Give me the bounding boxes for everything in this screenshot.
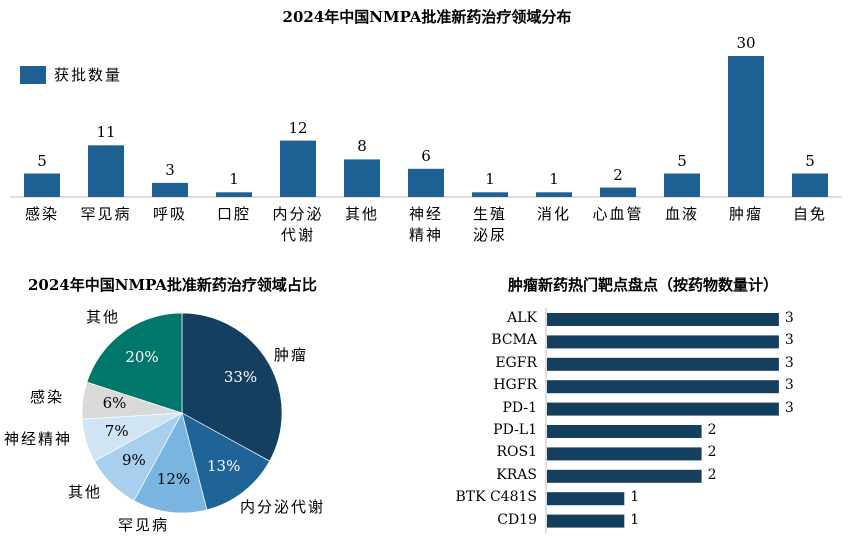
pie-percent-label: 20% (125, 347, 159, 366)
pie-slice (181, 412, 271, 511)
hbar (547, 425, 702, 438)
hbar (547, 447, 702, 461)
hbar (547, 492, 625, 506)
bar (344, 159, 380, 197)
bar (152, 182, 188, 197)
pie-category-label: 其他 (68, 483, 103, 501)
bar-value-label: 1 (229, 170, 239, 189)
hbar (547, 313, 779, 326)
pie-slice (181, 312, 283, 462)
hbar-value-label: 2 (707, 422, 717, 438)
pie-percent-label: 13% (207, 456, 241, 475)
pie-percent-label: 7% (104, 421, 129, 440)
bar (536, 192, 572, 197)
bar-value-label: 1 (549, 170, 559, 189)
pie-percent-label: 6% (102, 394, 127, 413)
pie-percent-label: 33% (223, 368, 258, 387)
hbar-category-label: PD-L1 (493, 422, 537, 438)
pie-percent-label: 9% (122, 451, 146, 470)
category-label: 生殖 (472, 205, 507, 223)
category-label: 神经 (408, 205, 443, 223)
bar-value-label: 8 (357, 137, 367, 156)
bar-value-label: 3 (165, 160, 175, 179)
bar-value-label: 5 (805, 151, 815, 170)
category-label: 血液 (664, 205, 699, 223)
hbar (547, 514, 625, 528)
pie-category-label: 神经精神 (4, 430, 73, 448)
bar-value-label: 12 (288, 118, 308, 137)
hbar (547, 469, 702, 483)
bar (88, 145, 124, 197)
category-label: 感染 (24, 205, 59, 223)
pie-category-label: 罕见病 (118, 516, 170, 534)
bar (664, 173, 700, 197)
category-label: 内分泌 (272, 205, 324, 223)
pie-slice (86, 312, 183, 414)
bar (728, 56, 764, 197)
category-label: 肿瘤 (728, 205, 763, 223)
hbar (547, 335, 779, 349)
hbar-category-label: PD-1 (502, 399, 537, 416)
hbar-value-label: 3 (784, 310, 794, 326)
category-label: 代谢 (280, 226, 315, 244)
hbar-chart-title: 肿瘤新药热门靶点盘点（按药物数量计） (508, 276, 779, 294)
hbar-value-label: 3 (784, 354, 794, 371)
bar-value-label: 11 (96, 123, 116, 142)
hbar-category-label: KRAS (496, 466, 537, 483)
bar (24, 173, 60, 197)
category-label: 泌尿 (472, 226, 507, 244)
hbar-category-label: ALK (507, 310, 537, 326)
bar (216, 192, 252, 197)
pie-slice (133, 412, 208, 514)
hbar-value-label: 1 (630, 511, 640, 528)
hbar-category-label: BTK C481S (455, 489, 537, 506)
hbar-category-label: CD19 (497, 511, 537, 528)
bar-value-label: 2 (613, 165, 623, 184)
bar (792, 173, 828, 197)
category-label: 呼吸 (152, 205, 187, 223)
category-label: 口腔 (216, 205, 251, 223)
category-label: 心血管 (592, 205, 644, 223)
pie-category-label: 内分泌代谢 (240, 498, 326, 516)
legend-label: 获批数量 (54, 66, 123, 84)
pie-category-label: 肿瘤 (274, 346, 309, 364)
hbar-value-label: 1 (630, 489, 640, 506)
bar-value-label: 30 (736, 34, 756, 52)
bar-chart-title: 2024年中国NMPA批准新药治疗领域分布 (282, 8, 572, 26)
pie-chart-title: 2024年中国NMPA批准新药治疗领域占比 (28, 276, 317, 294)
bar (280, 140, 316, 197)
bar-value-label: 5 (37, 151, 47, 170)
hbar (547, 357, 779, 371)
category-label: 罕见病 (80, 205, 132, 223)
category-label: 消化 (536, 205, 571, 223)
hbar-value-label: 3 (784, 377, 794, 394)
pie-percent-label: 12% (156, 470, 191, 489)
hbar (547, 402, 779, 416)
bar-value-label: 6 (421, 146, 431, 165)
hbar-value-label: 2 (707, 444, 717, 461)
bar (600, 187, 636, 197)
legend-swatch (20, 66, 46, 84)
category-label: 其他 (344, 205, 379, 223)
category-label: 精神 (408, 226, 443, 244)
bar (472, 192, 508, 197)
pie-category-label: 感染 (30, 388, 65, 406)
hbar-category-label: ROS1 (496, 444, 537, 461)
hbar (547, 380, 779, 394)
bar (408, 168, 444, 197)
hbar-category-label: HGFR (493, 377, 537, 394)
hbar-value-label: 2 (707, 466, 717, 483)
hbar-value-label: 3 (784, 399, 794, 416)
hbar-category-label: EGFR (495, 354, 537, 371)
pie-category-label: 其他 (86, 308, 121, 326)
category-label: 自免 (792, 205, 827, 223)
bar-value-label: 1 (485, 170, 495, 189)
hbar-category-label: BCMA (491, 332, 537, 349)
hbar-value-label: 3 (784, 332, 794, 349)
bar-value-label: 5 (677, 151, 687, 170)
